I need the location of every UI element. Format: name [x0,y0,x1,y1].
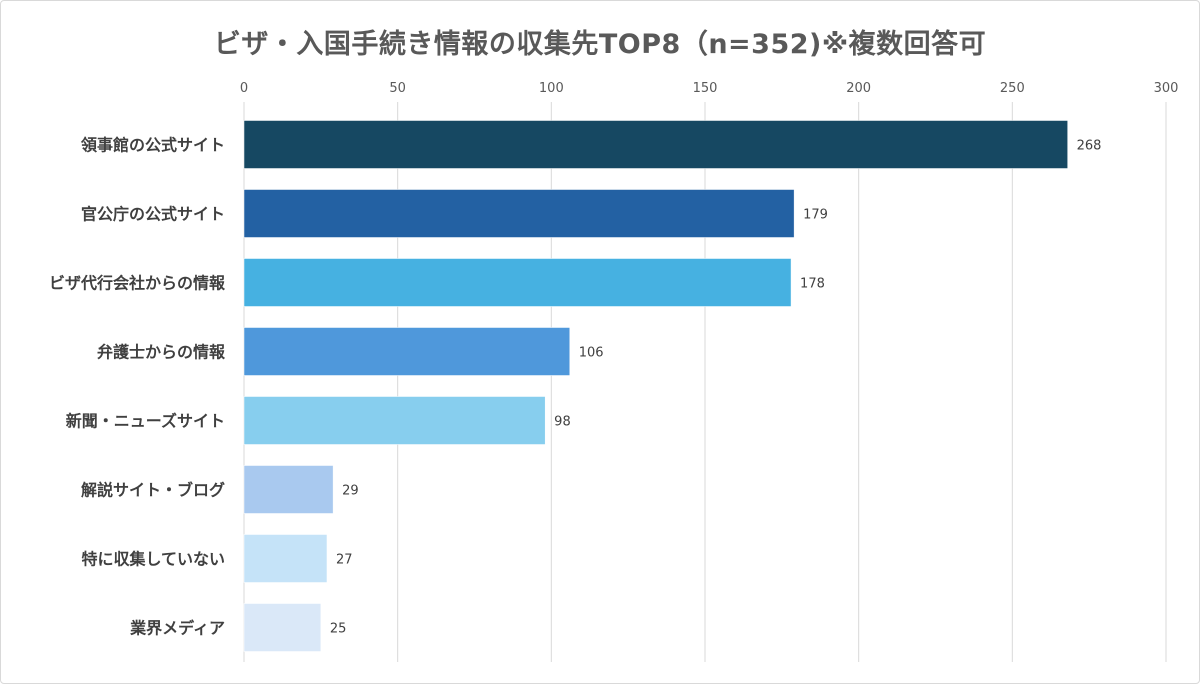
x-tick-label: 250 [1000,81,1025,96]
x-tick-label: 100 [539,81,564,96]
bar [243,465,334,514]
category-label: 領事館の公式サイト [81,136,225,155]
bar [243,603,322,652]
data-label: 179 [803,208,828,223]
category-label: 新聞・ニューズサイト [66,412,225,431]
bar [243,396,546,445]
data-label: 178 [800,277,825,292]
x-tick-label: 300 [1154,81,1179,96]
data-label: 29 [342,484,359,499]
category-label: 官公庁の公式サイト [81,205,225,224]
data-label: 98 [554,415,571,430]
data-label: 27 [336,553,353,568]
data-label: 25 [330,622,347,637]
bar [243,189,795,238]
bar [243,120,1068,169]
data-labels: 268 179 178 106 98 29 27 25 [330,139,1102,637]
bar [243,258,792,307]
x-tick-label: 150 [693,81,718,96]
category-label: 特に収集していない [81,550,225,569]
x-tick-label: 50 [389,81,406,96]
category-labels: 領事館の公式サイト官公庁の公式サイトビザ代行会社からの情報弁護士からの情報新聞・… [49,136,226,638]
x-axis-ticks: 0 50 100 150 200 250 300 [240,81,1179,96]
bar [243,327,571,376]
x-tick-label: 200 [846,81,871,96]
category-label: ビザ代行会社からの情報 [49,274,226,293]
data-label: 106 [579,346,604,361]
x-tick-label: 0 [240,81,248,96]
category-label: 弁護士からの情報 [97,343,226,362]
category-label: 業界メディア [129,619,225,638]
data-label: 268 [1077,139,1102,154]
chart-title: ビザ・入国手続き情報の収集先TOP8（n=352)※複数回答可 [213,29,987,60]
bar [243,534,328,583]
bars [243,120,1068,652]
gridlines [243,102,1167,662]
category-label: 解説サイト・ブログ [81,481,225,500]
